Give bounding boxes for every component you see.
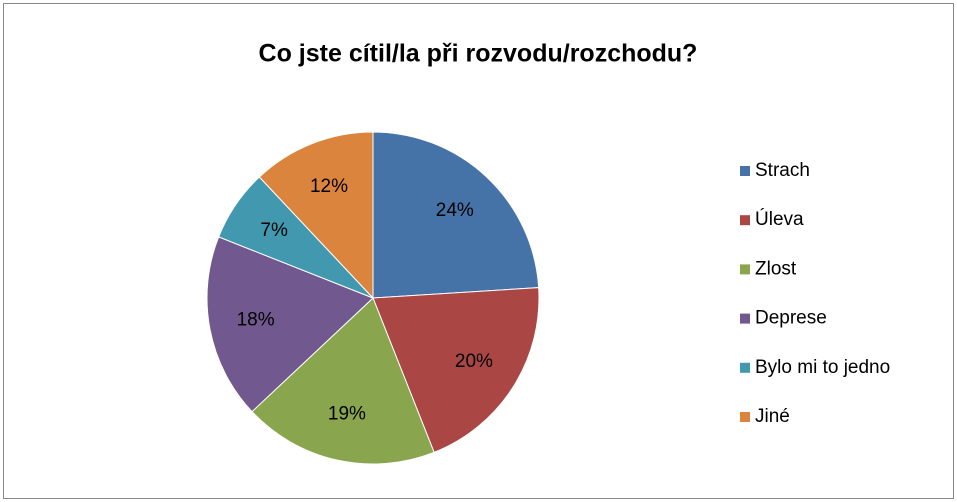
- legend-label: Strach: [755, 160, 810, 181]
- legend-label: Úleva: [755, 208, 804, 230]
- data-label: 12%: [310, 176, 348, 197]
- pie-slice: [372, 287, 540, 453]
- pie-slice: [206, 236, 374, 413]
- data-label: 18%: [237, 309, 275, 330]
- pie-slice: [258, 131, 374, 300]
- pie-slice: [372, 131, 540, 299]
- legend-label: Bylo mi to jedno: [755, 357, 890, 378]
- chart-title: Co jste cítil/la při rozvodu/rozchodu?: [259, 40, 698, 68]
- legend-swatch: [740, 362, 750, 373]
- legend-label: Jiné: [755, 406, 790, 427]
- legend-label: Zlost: [755, 258, 797, 279]
- pie-slice: [251, 297, 435, 465]
- legend-label: Deprese: [755, 308, 827, 329]
- legend-swatch: [740, 215, 750, 226]
- legend-swatch: [740, 412, 750, 422]
- legend-swatch: [740, 264, 750, 275]
- data-label: 24%: [436, 200, 474, 221]
- legend-swatch: [740, 313, 750, 324]
- legend-swatch: [740, 166, 750, 176]
- data-label: 7%: [260, 220, 288, 241]
- data-label: 19%: [328, 404, 366, 425]
- data-label: 20%: [455, 351, 493, 372]
